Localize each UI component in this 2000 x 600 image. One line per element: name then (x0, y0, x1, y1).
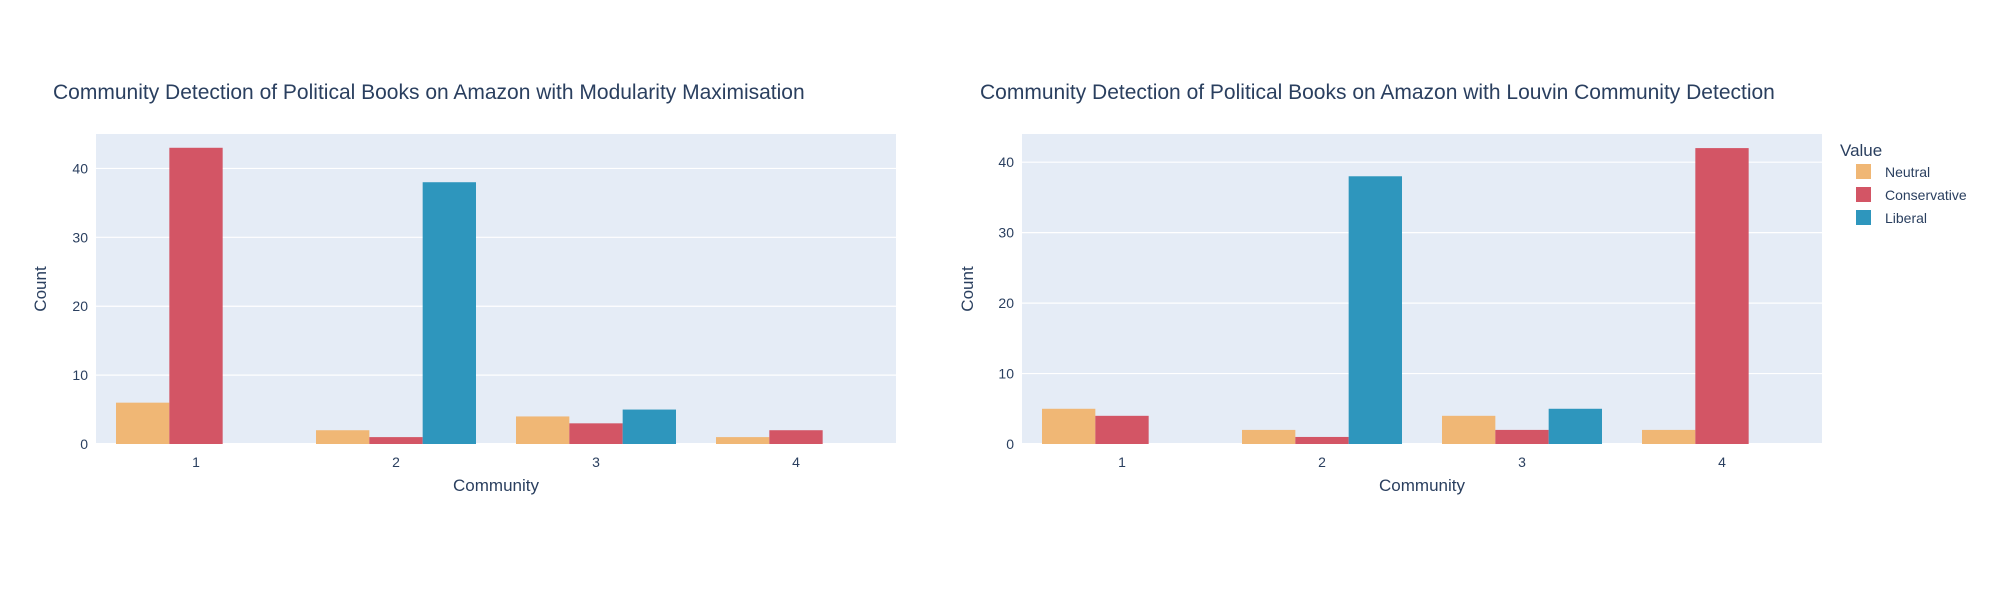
bar-neutral[interactable] (1242, 430, 1295, 444)
x-tick-label: 4 (1718, 454, 1726, 470)
x-tick-label: 1 (1118, 454, 1126, 470)
y-tick-label: 30 (72, 229, 88, 245)
bar-conservative[interactable] (1495, 430, 1548, 444)
bar-conservative[interactable] (769, 430, 822, 444)
x-tick-label: 4 (792, 454, 800, 470)
y-tick-label: 0 (1006, 436, 1014, 452)
bar-conservative[interactable] (1695, 148, 1748, 444)
y-axis-title: Count (31, 266, 50, 312)
legend-label: Neutral (1885, 164, 1930, 180)
bar-neutral[interactable] (516, 416, 569, 444)
bar-conservative[interactable] (1295, 437, 1348, 444)
x-axis-title: Community (453, 476, 539, 495)
bar-neutral[interactable] (1442, 416, 1495, 444)
y-tick-label: 0 (80, 436, 88, 452)
bar-neutral[interactable] (316, 430, 369, 444)
bar-neutral[interactable] (1642, 430, 1695, 444)
x-tick-label: 3 (592, 454, 600, 470)
legend-swatch (1856, 164, 1871, 179)
legend-item-liberal[interactable]: Liberal (1856, 210, 1927, 226)
legend-title: Value (1840, 141, 1882, 160)
chart-title: Community Detection of Political Books o… (53, 81, 805, 104)
legend-swatch (1856, 187, 1871, 202)
x-tick-label: 2 (1318, 454, 1326, 470)
legend-item-neutral[interactable]: Neutral (1856, 164, 1930, 180)
chart-title: Community Detection of Political Books o… (980, 81, 1775, 104)
y-axis-title: Count (958, 266, 977, 312)
x-tick-label: 2 (392, 454, 400, 470)
bar-conservative[interactable] (1095, 416, 1148, 444)
y-tick-label: 30 (998, 225, 1014, 241)
bar-conservative[interactable] (569, 423, 622, 444)
bar-neutral[interactable] (1042, 409, 1095, 444)
bar-neutral[interactable] (716, 437, 769, 444)
legend-label: Conservative (1885, 187, 1967, 203)
chart-louvin: Community Detection of Political Books o… (958, 81, 1822, 495)
x-tick-label: 1 (192, 454, 200, 470)
legend-label: Liberal (1885, 210, 1927, 226)
y-tick-label: 10 (72, 367, 88, 383)
bar-conservative[interactable] (369, 437, 422, 444)
bar-liberal[interactable] (1549, 409, 1602, 444)
y-tick-label: 20 (998, 295, 1014, 311)
y-tick-label: 20 (72, 298, 88, 314)
chart-modularity: Community Detection of Political Books o… (31, 81, 896, 495)
bar-neutral[interactable] (116, 403, 169, 444)
bar-liberal[interactable] (623, 410, 676, 444)
y-tick-label: 40 (998, 154, 1014, 170)
bar-liberal[interactable] (1349, 176, 1402, 444)
x-axis-title: Community (1379, 476, 1465, 495)
bar-liberal[interactable] (423, 182, 476, 444)
legend-swatch (1856, 210, 1871, 225)
bar-conservative[interactable] (169, 148, 222, 444)
y-tick-label: 10 (998, 366, 1014, 382)
x-tick-label: 3 (1518, 454, 1526, 470)
y-tick-label: 40 (72, 160, 88, 176)
